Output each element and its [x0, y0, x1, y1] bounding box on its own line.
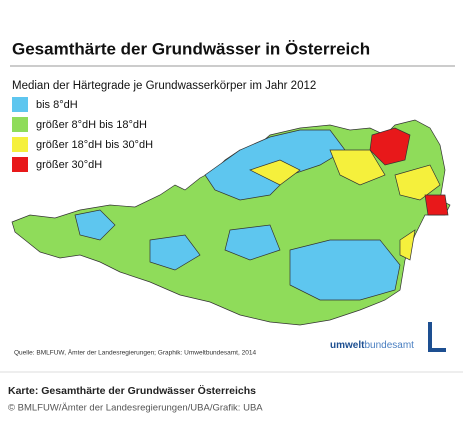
map-region	[149, 234, 201, 271]
legend-swatch	[12, 97, 28, 112]
map-subtitle: Median der Härtegrade je Grundwasserkörp…	[12, 80, 316, 92]
map-region	[249, 159, 301, 186]
credit: © BMLFUW/Ämter der Landesregierungen/UBA…	[8, 403, 263, 414]
legend: bis 8°dH größer 8°dH bis 18°dH größer 18°d…	[12, 97, 153, 172]
logo-part: bundesamt	[364, 340, 414, 351]
logo-part: umwelt	[330, 340, 365, 351]
legend-label: größer 8°dH bis 18°dH	[36, 119, 147, 131]
legend-swatch	[12, 137, 28, 152]
map-region	[289, 239, 401, 301]
legend-label: größer 18°dH bis 30°dH	[36, 139, 153, 151]
logo-mark	[428, 348, 446, 352]
legend-swatch	[12, 157, 28, 172]
legend-label: bis 8°dH	[36, 99, 78, 111]
map-region	[394, 164, 441, 201]
logo-mark	[428, 322, 432, 352]
logo-text: umweltbundesamt	[330, 340, 414, 351]
legend-swatch	[12, 117, 28, 132]
source-note: Quelle: BMLFUW, Ämter der Landesregierun…	[14, 349, 256, 357]
map-region	[74, 209, 116, 241]
legend-label: größer 30°dH	[36, 159, 102, 171]
map-region	[424, 194, 449, 216]
caption: Karte: Gesamthärte der Grundwässer Öster…	[8, 384, 256, 397]
map-title: Gesamthärte der Grundwässer in Österreic…	[12, 39, 370, 58]
map-region	[329, 149, 386, 186]
map-region	[224, 224, 281, 261]
map-region	[399, 229, 416, 261]
map-region	[369, 127, 411, 166]
austria-map	[11, 119, 451, 326]
